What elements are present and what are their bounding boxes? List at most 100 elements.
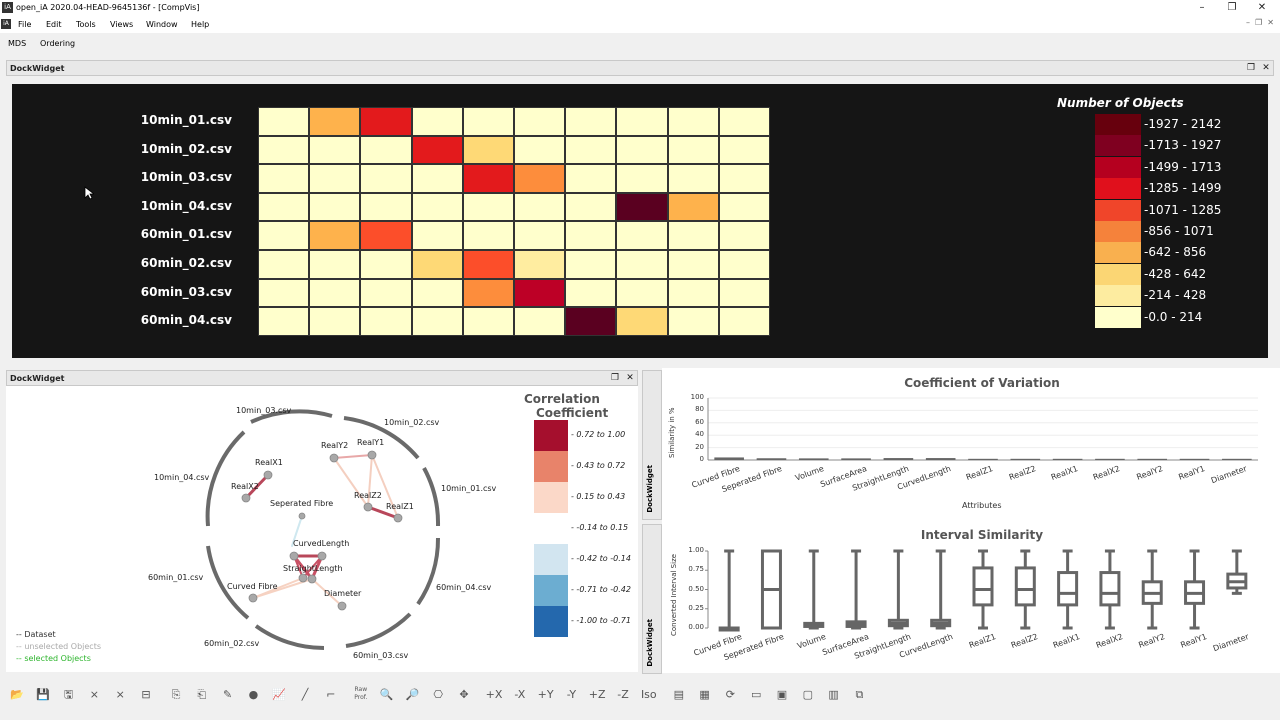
heatmap-cell[interactable] [565, 192, 617, 222]
heatmap-cell[interactable] [514, 307, 566, 336]
mds-button[interactable]: MDS [8, 39, 27, 48]
filter2-icon[interactable]: ⨯ [115, 688, 125, 701]
heatmap-cell[interactable] [360, 192, 412, 222]
heatmap-cell[interactable] [514, 164, 566, 193]
heatmap-cell[interactable] [360, 307, 412, 336]
heatmap-cell[interactable] [258, 192, 310, 222]
dock-tab-cov[interactable]: DockWidget [642, 370, 662, 520]
heatmap-cell[interactable] [514, 278, 566, 308]
move-icon[interactable]: ✥ [459, 688, 469, 701]
heatmap-cell[interactable] [514, 135, 566, 165]
menu-file[interactable]: File [18, 20, 32, 29]
save-as-icon[interactable]: 🖫 [63, 688, 74, 701]
heatmap-cell[interactable] [411, 192, 463, 222]
heatmap-cell[interactable] [718, 107, 770, 136]
heatmap-cell[interactable] [411, 107, 463, 136]
heatmap-cell[interactable] [411, 250, 463, 279]
layer-icon[interactable]: ▭ [750, 688, 762, 701]
mdi-window-controls[interactable]: – ❐ ✕ [1245, 18, 1274, 27]
heatmap-cell[interactable] [258, 250, 310, 279]
grid-icon[interactable]: ▥ [828, 688, 839, 701]
heatmap-cell[interactable] [309, 135, 361, 165]
sphere-icon[interactable]: ● [248, 688, 259, 701]
heatmap-cell[interactable] [258, 164, 310, 193]
minus-z-icon[interactable]: -Z [617, 688, 629, 701]
heatmap-cell[interactable] [462, 250, 514, 279]
slider-icon[interactable]: ⊟ [141, 688, 151, 701]
refresh-icon[interactable]: ⟳ [725, 688, 735, 701]
zoom-icon[interactable]: 🔍 [379, 688, 394, 701]
heatmap-cell[interactable] [616, 278, 668, 308]
attribute-nodes[interactable] [241, 450, 403, 611]
heatmap-cell[interactable] [411, 135, 463, 165]
heatmap-cell[interactable] [514, 192, 566, 222]
heatmap-cell[interactable] [462, 221, 514, 250]
heatmap-cell[interactable] [667, 192, 719, 222]
heatmap-dock-titlebar[interactable]: DockWidget ❐ ✕ [6, 60, 1274, 76]
heatmap-cell[interactable] [616, 250, 668, 279]
chart-icon[interactable]: 📈 [272, 688, 287, 701]
heatmap-cell[interactable] [718, 164, 770, 193]
heatmap-cell[interactable] [718, 192, 770, 222]
heatmap-cell[interactable] [565, 135, 617, 165]
restore-icon[interactable]: ❐ [1227, 2, 1237, 13]
heatmap-cell[interactable] [462, 107, 514, 136]
menu-tools[interactable]: Tools [76, 20, 96, 29]
heatmap-cell[interactable] [360, 164, 412, 193]
heatmap-cell[interactable] [718, 278, 770, 308]
layout2-icon[interactable]: ▦ [699, 688, 710, 701]
menu-window[interactable]: Window [146, 20, 178, 29]
edit-icon[interactable]: ✎ [222, 688, 233, 701]
dataset2-icon[interactable]: ⎗ [197, 688, 207, 701]
heatmap-cell[interactable] [565, 307, 617, 336]
minus-y-icon[interactable]: -Y [566, 688, 577, 701]
heatmap-cell[interactable] [718, 307, 770, 336]
heatmap-cell[interactable] [462, 307, 514, 336]
zoom-fit-icon[interactable]: 🔎 [405, 688, 420, 701]
heatmap-cell[interactable] [667, 221, 719, 250]
camera-icon[interactable]: ⎔ [433, 688, 443, 701]
heatmap-cell[interactable] [258, 221, 310, 250]
heatmap-cell[interactable] [616, 192, 668, 222]
heatmap-cell[interactable] [565, 107, 617, 136]
save-icon[interactable]: 💾 [35, 688, 50, 701]
heatmap-cell[interactable] [258, 278, 310, 308]
layout-icon[interactable]: ▤ [673, 688, 684, 701]
heatmap-cell[interactable] [565, 250, 617, 279]
export-icon[interactable]: ⧉ [855, 688, 864, 701]
close-icon[interactable]: ✕ [1262, 63, 1270, 73]
float-icon[interactable]: ❐ [1246, 63, 1256, 73]
heatmap-cell[interactable] [411, 164, 463, 193]
heatmap-cell[interactable] [360, 278, 412, 308]
close-icon[interactable]: ✕ [626, 373, 634, 383]
minimize-icon[interactable]: – [1199, 2, 1205, 13]
heatmap-cell[interactable] [667, 250, 719, 279]
heatmap-cell[interactable] [309, 250, 361, 279]
heatmap-cell[interactable] [718, 221, 770, 250]
heatmap-cell[interactable] [514, 250, 566, 279]
heatmap-cell[interactable] [667, 164, 719, 193]
raw-profile-icon[interactable]: Raw Prof. [354, 686, 368, 701]
heatmap-cell[interactable] [309, 278, 361, 308]
heatmap-cell[interactable] [616, 107, 668, 136]
heatmap-cell[interactable] [258, 307, 310, 336]
heatmap-cell[interactable] [360, 135, 412, 165]
heatmap-cell[interactable] [514, 221, 566, 250]
close-icon[interactable]: ✕ [1257, 2, 1267, 13]
heatmap-cell[interactable] [411, 278, 463, 308]
heatmap-cell[interactable] [667, 307, 719, 336]
plus-x-icon[interactable]: +X [485, 688, 503, 701]
minus-x-icon[interactable]: -X [514, 688, 526, 701]
heatmap-cell[interactable] [616, 307, 668, 336]
correlation-graph[interactable] [6, 386, 638, 672]
heatmap-cell[interactable] [309, 221, 361, 250]
folder-icon[interactable]: ▢ [802, 688, 813, 701]
heatmap-cell[interactable] [514, 107, 566, 136]
dataset-icon[interactable]: ⎘ [171, 688, 181, 701]
heatmap-cell[interactable] [667, 278, 719, 308]
heatmap-cell[interactable] [309, 192, 361, 222]
heatmap-cell[interactable] [718, 135, 770, 165]
menu-help[interactable]: Help [191, 20, 210, 29]
heatmap-cell[interactable] [462, 278, 514, 308]
heatmap-cell[interactable] [309, 307, 361, 336]
